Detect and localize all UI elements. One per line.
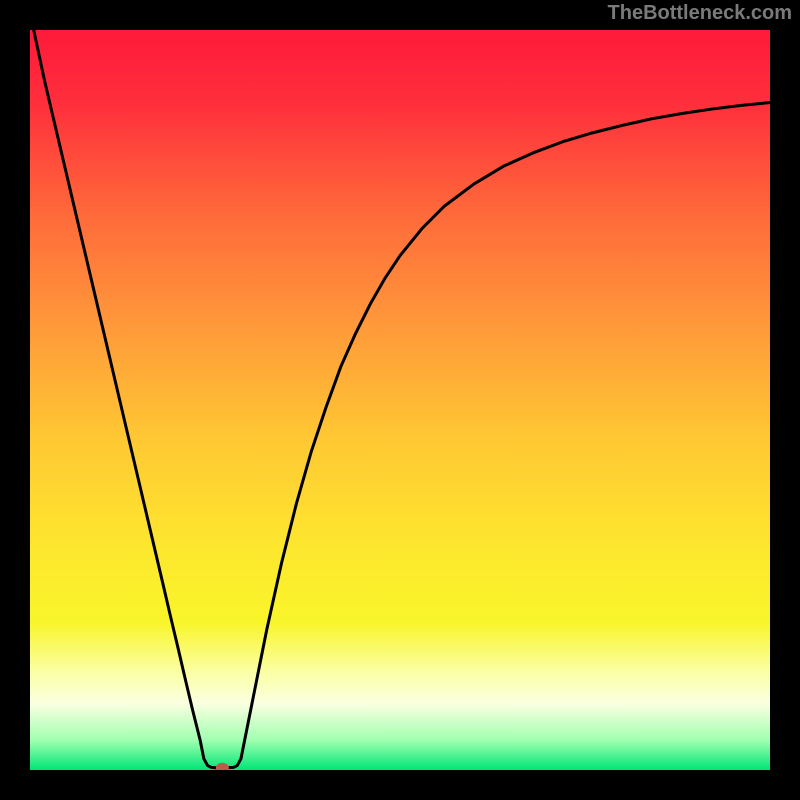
bottleneck-chart [0,0,800,800]
chart-container: TheBottleneck.com [0,0,800,800]
plot-background [30,30,770,770]
watermark-text: TheBottleneck.com [608,2,792,25]
